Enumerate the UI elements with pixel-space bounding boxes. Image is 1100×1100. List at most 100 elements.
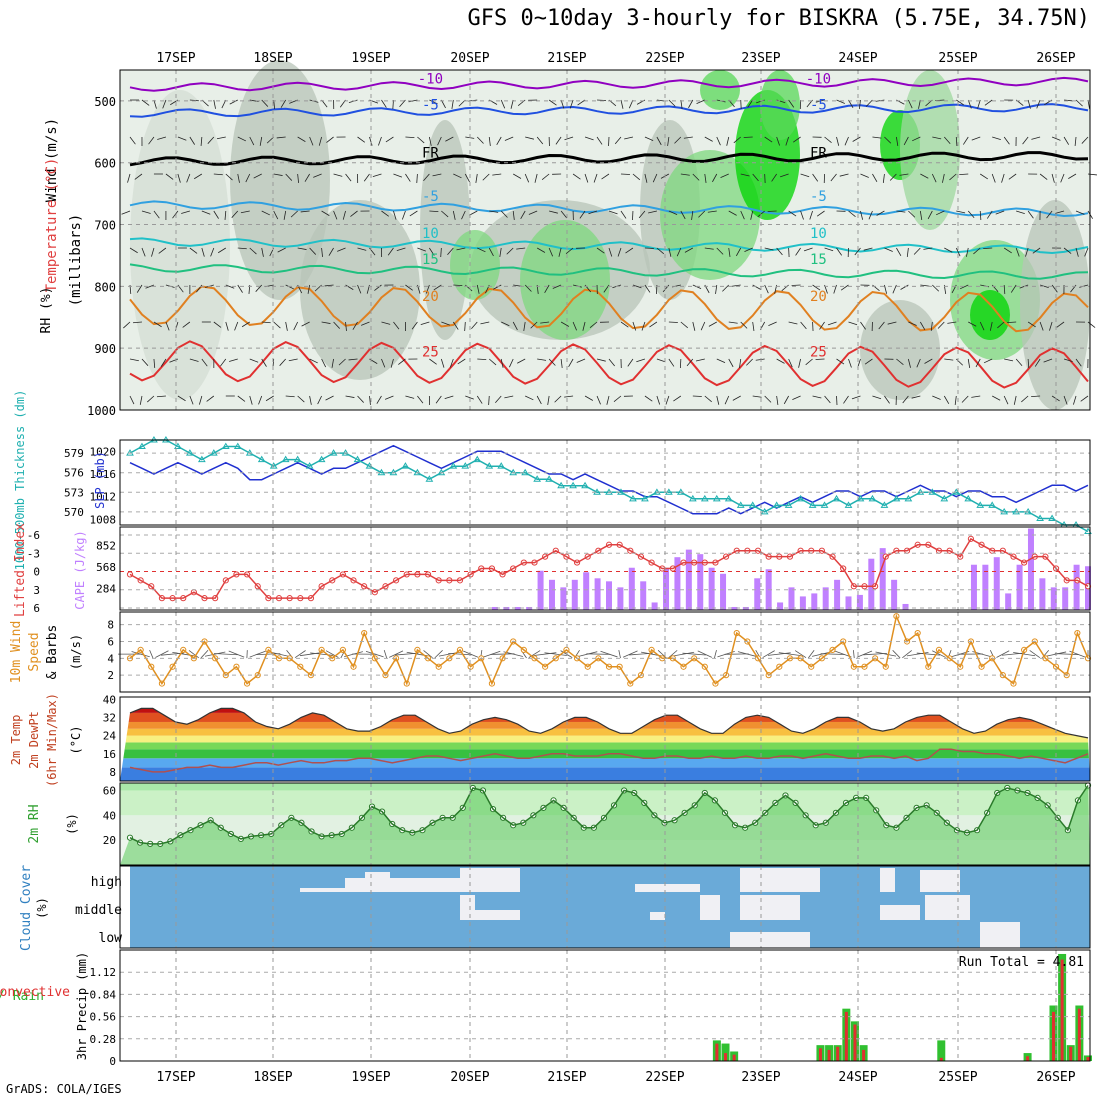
wind-barb (731, 284, 741, 287)
wind-barb (750, 210, 754, 220)
wind-barb (504, 136, 514, 141)
cape-bar (754, 578, 761, 610)
wind-barb (792, 136, 801, 143)
wind-barb (776, 395, 779, 405)
wind-barb (229, 99, 238, 105)
wind-barb (827, 321, 837, 326)
cape-bar (822, 587, 829, 610)
wind-barb (510, 99, 514, 109)
wind-barb (1063, 247, 1072, 254)
wind-barb (1087, 173, 1097, 176)
wind-barb (464, 321, 466, 332)
wind-barb (189, 136, 195, 145)
temp-band (120, 767, 1090, 781)
wind-barb (1056, 321, 1065, 328)
rh-tick-label: 20 (103, 834, 116, 847)
wind-barb (261, 247, 264, 257)
wind-barb (601, 173, 610, 180)
wind-barb (259, 136, 263, 146)
wind-barb (608, 358, 615, 367)
thickness-tick-label: 573 (64, 486, 84, 499)
cloud-patch (300, 888, 345, 892)
wind-barb (253, 173, 262, 179)
day-label-top: 19SEP (351, 51, 390, 66)
wind-barb (433, 284, 442, 291)
wind-barb (788, 99, 795, 108)
wind-barb (896, 358, 904, 365)
wind-barb (449, 358, 454, 368)
cape-bar (537, 570, 544, 610)
axis-label-precip-conv: Convective (0, 985, 70, 1000)
wind-barb (798, 358, 801, 368)
wind-barb (872, 173, 878, 182)
wind-barb (736, 247, 742, 257)
wind-barb (977, 99, 981, 109)
wind-barb (1013, 395, 1017, 405)
wind-barb (840, 284, 849, 291)
wind-tick-label: 2 (107, 669, 114, 682)
wind-barb (800, 321, 807, 330)
wind-barb (1004, 358, 1014, 362)
wind-barb (280, 99, 287, 108)
axis-label-pressure: (millibars) (68, 214, 84, 307)
panel-frame (119, 611, 1091, 693)
wind-barb (285, 395, 295, 398)
wind-barb (892, 284, 897, 294)
wind-barb (752, 395, 762, 398)
rh-band (120, 783, 1090, 791)
wind-barb (429, 99, 438, 105)
wind-barb (301, 321, 310, 327)
wind-barb (995, 210, 1005, 215)
wind-barb (501, 321, 510, 327)
rh-shading-area (520, 220, 610, 340)
wind-barb (788, 210, 797, 217)
wind-barb (324, 284, 334, 287)
wind-barb (528, 210, 538, 215)
cape-bar (993, 557, 1000, 610)
wind-barb (932, 650, 946, 658)
cloud-patch (470, 910, 520, 920)
wind-barb (528, 650, 541, 658)
wind-barb (127, 173, 131, 183)
pressure-tick-label: 1000 (87, 404, 116, 418)
wind-barb (213, 173, 223, 176)
wind-barb (712, 173, 718, 183)
wind-barb (858, 99, 861, 109)
wind-barb (752, 321, 755, 331)
wind-barb (943, 136, 951, 145)
wind-barb (744, 247, 753, 253)
wind-barb (285, 284, 294, 290)
wind-barb (234, 321, 239, 331)
wind-barb (584, 136, 594, 141)
cloud-patch (490, 880, 510, 885)
wind-barb (728, 321, 738, 324)
wind-barb (824, 247, 834, 252)
wind-barb (589, 321, 598, 328)
wind-barb (409, 210, 418, 217)
axis-label-rh2m: 2m RH (27, 804, 42, 843)
day-label-top: 26SEP (1036, 51, 1075, 66)
wind-barb (728, 358, 734, 368)
wind-barb (1022, 136, 1029, 145)
wind-barb (475, 173, 478, 183)
wind-barb (916, 358, 921, 368)
chart-title: GFS 0~10day 3-hourly for BISKRA (5.75E, … (467, 6, 1090, 31)
axis-label-wind10-speed: Speed (27, 632, 42, 671)
wind-barb (665, 395, 670, 405)
wind-barb (691, 210, 694, 220)
wind-barb (927, 210, 933, 220)
wind-barb (299, 652, 323, 657)
isotherm-label: -5 (422, 97, 439, 113)
wind-barb (417, 395, 424, 404)
day-label-bottom: 17SEP (156, 1070, 195, 1085)
temp-bands (120, 708, 1090, 781)
isotherm-label: -5 (810, 97, 827, 113)
wind-barb (996, 650, 1010, 658)
wind-barb (746, 358, 753, 366)
wind-barb (680, 210, 686, 220)
wind-barb (1027, 210, 1034, 219)
wind-barb (1015, 247, 1020, 257)
wind-barb (172, 210, 179, 219)
wind-barb (488, 395, 490, 406)
wind-barb (887, 321, 897, 325)
